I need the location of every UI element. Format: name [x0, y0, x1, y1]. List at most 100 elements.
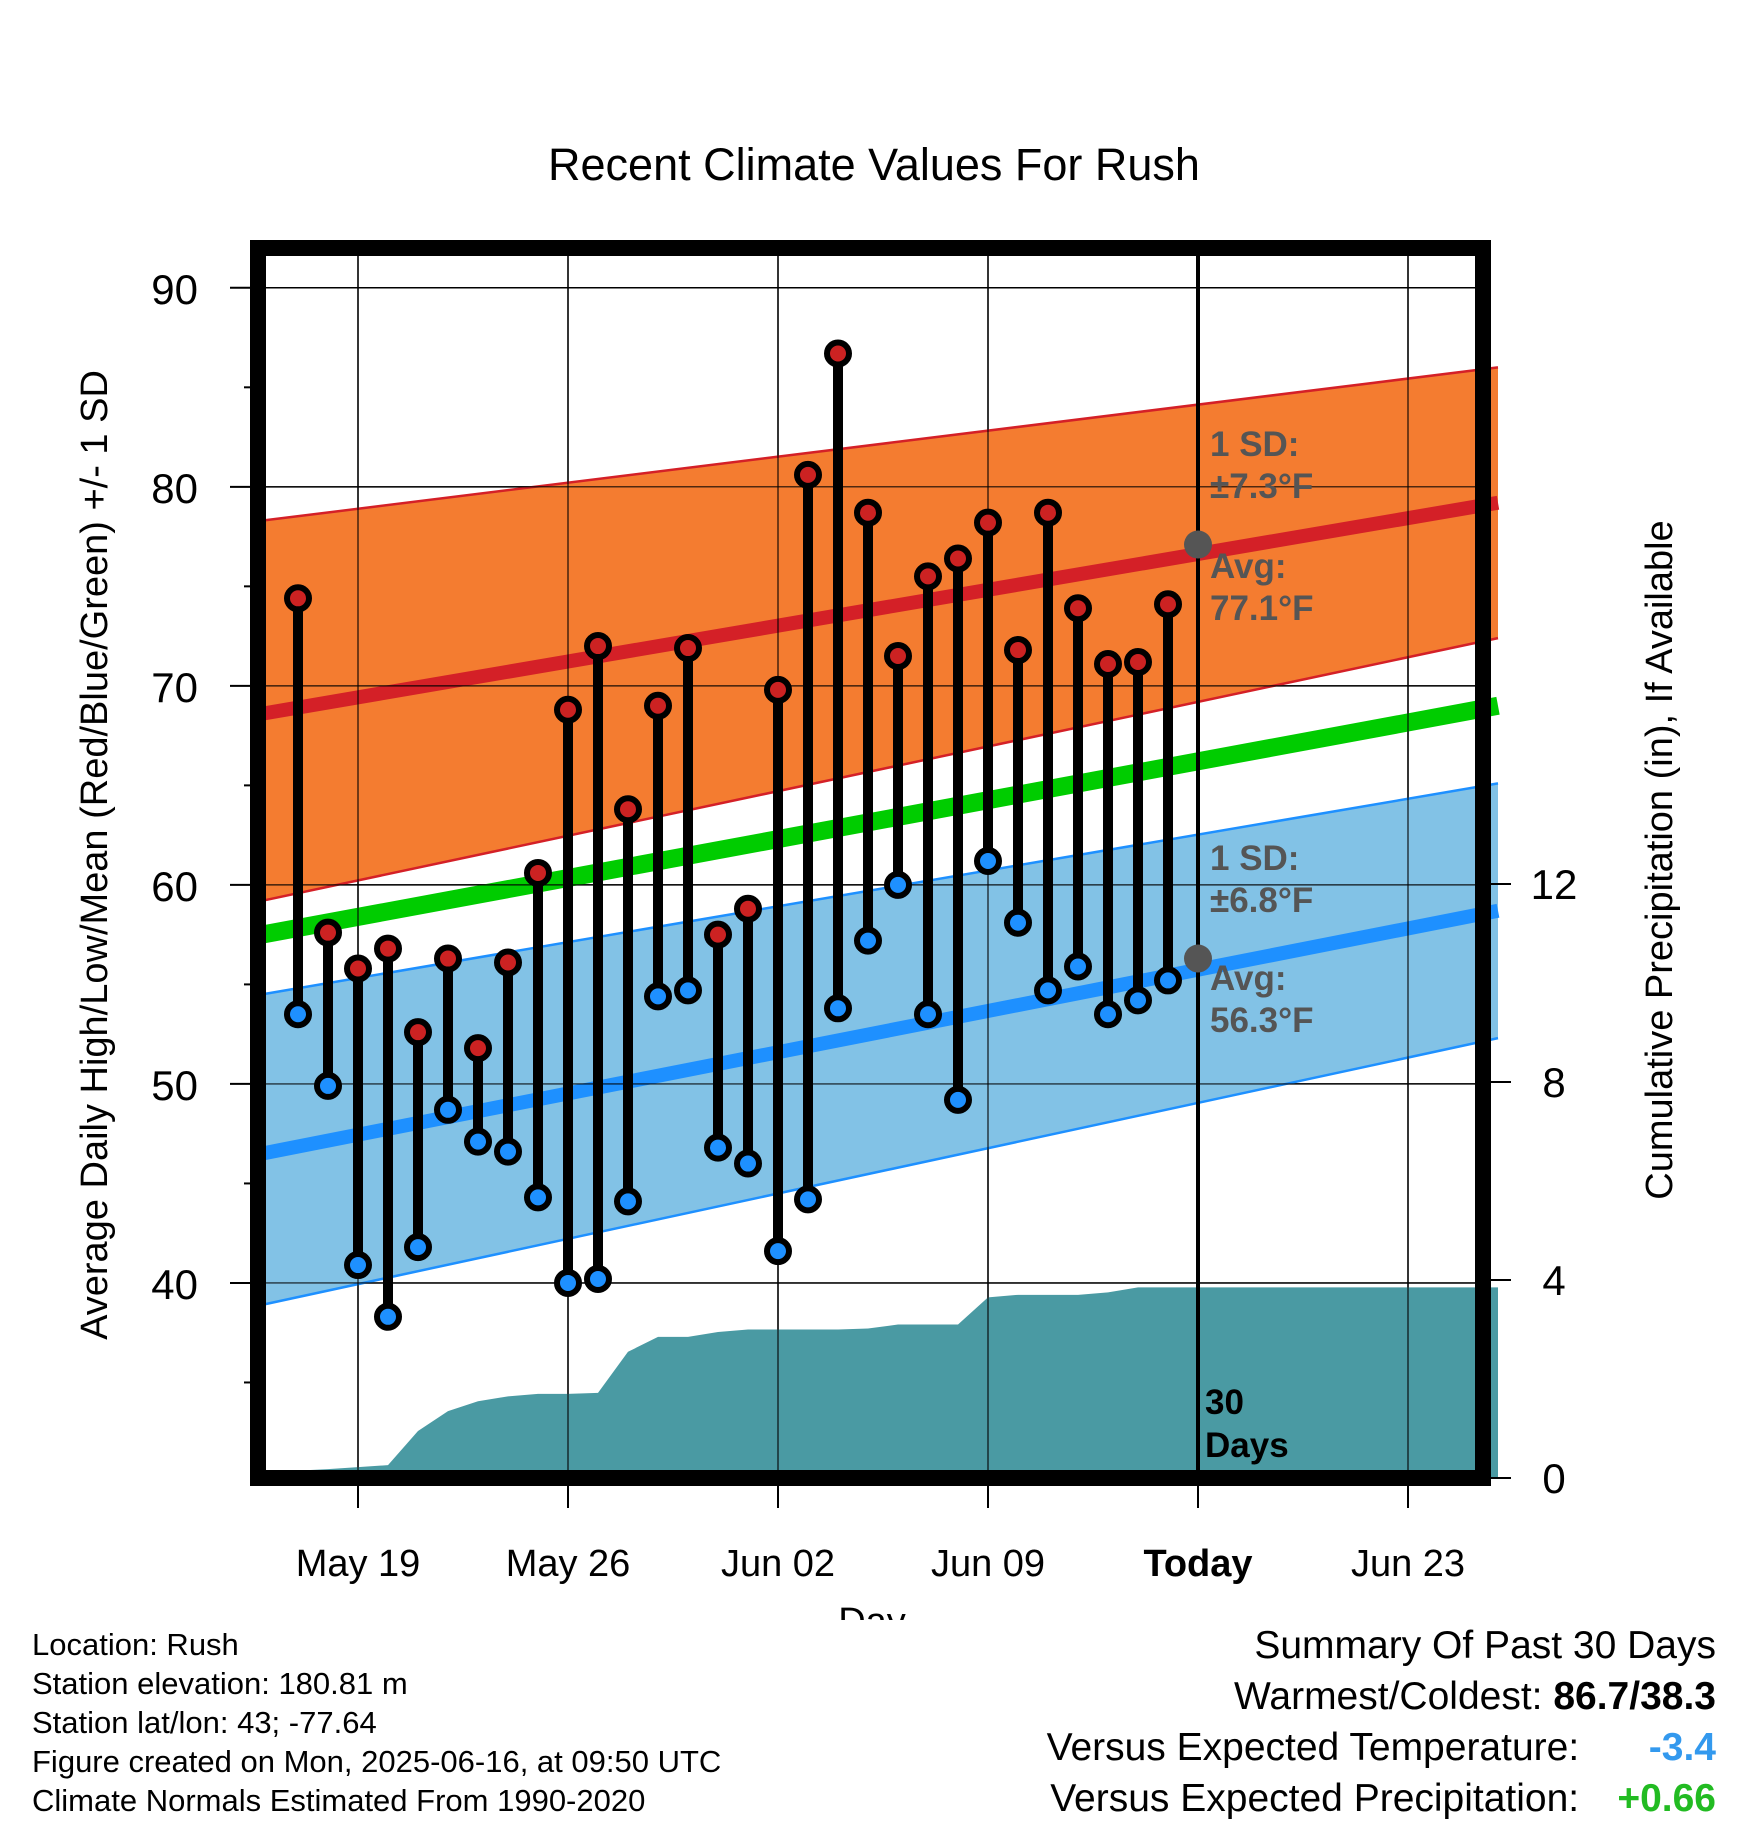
high-point [614, 795, 642, 824]
low-sd-label: 1 SD: [1210, 839, 1299, 878]
high-point [794, 460, 822, 489]
low-point [824, 994, 852, 1023]
warmest-coldest-label: Warmest/Coldest: [1234, 1675, 1543, 1718]
x-tick-label: Today [1143, 1543, 1252, 1585]
summary-panel: Summary Of Past 30 Days Warmest/Coldest:… [1047, 1620, 1716, 1824]
y2-tick-label: 8 [1542, 1059, 1565, 1106]
high-point [1124, 647, 1152, 676]
x-tick-label: Jun 02 [721, 1543, 835, 1585]
low-normal-line [260, 903, 1500, 1161]
warmest-coldest-value: 86.7/38.3 [1553, 1675, 1716, 1718]
high-point [1004, 636, 1032, 665]
high-point [764, 675, 792, 704]
low-avg-value: 56.3°F [1210, 1001, 1314, 1040]
high-point [374, 934, 402, 963]
high-point [584, 632, 612, 661]
high-point [554, 695, 582, 724]
y-tick-label: 60 [151, 863, 198, 910]
normals-text: Climate Normals Estimated From 1990-2020 [32, 1783, 646, 1818]
low-point [794, 1185, 822, 1214]
high-point [434, 944, 462, 973]
high-point [824, 339, 852, 368]
y-tick-label: 70 [151, 664, 198, 711]
high-point [344, 954, 372, 983]
high-point [734, 894, 762, 923]
high-point [284, 584, 312, 613]
low-point [1004, 908, 1032, 937]
station-info: Location: Rush Station elevation: 180.81… [32, 1625, 721, 1820]
high-point [494, 948, 522, 977]
precip-anomaly-label: Versus Expected Precipitation: [1050, 1777, 1580, 1820]
mean-normal-line [260, 696, 1500, 944]
high-point [854, 498, 882, 527]
window-days-number: 30 [1205, 1383, 1244, 1422]
plot-frame [250, 240, 1491, 1486]
x-axis-label: Day [838, 1601, 906, 1620]
high-point [644, 691, 672, 720]
low-point [1124, 986, 1152, 1015]
low-point [284, 1000, 312, 1029]
high-sd-band-lower-edge [261, 636, 1499, 903]
low-point [704, 1133, 732, 1162]
low-point [944, 1085, 972, 1114]
low-point [314, 1071, 342, 1100]
temp-anomaly-label: Versus Expected Temperature: [1046, 1726, 1580, 1769]
low-point [584, 1264, 612, 1293]
created-text: Figure created on Mon, 2025-06-16, at 09… [32, 1744, 722, 1779]
y-tick-label: 50 [151, 1062, 198, 1109]
high-point [884, 642, 912, 671]
low-point [644, 982, 672, 1011]
y2-tick-label: 4 [1542, 1257, 1565, 1304]
high-point [314, 918, 342, 947]
low-point [1094, 1000, 1122, 1029]
low-point [554, 1268, 582, 1297]
low-point [524, 1183, 552, 1212]
elevation-text: Station elevation: 180.81 m [32, 1666, 408, 1701]
low-point [764, 1237, 792, 1266]
high-normal-line [260, 495, 1500, 721]
low-point [884, 870, 912, 899]
low-avg-today-marker [1184, 944, 1212, 973]
summary-heading: Summary Of Past 30 Days [1254, 1624, 1716, 1667]
high-point [1034, 498, 1062, 527]
x-tick-label: May 19 [296, 1543, 421, 1585]
low-point [734, 1149, 762, 1178]
chart-title: Recent Climate Values For Rush [548, 139, 1200, 190]
high-point [1154, 590, 1182, 619]
low-sd-value: ±6.8°F [1210, 881, 1313, 920]
y2-tick-label: 0 [1542, 1455, 1565, 1502]
low-point [434, 1095, 462, 1124]
high-point [704, 920, 732, 949]
x-tick-label: Jun 09 [931, 1543, 1045, 1585]
y2-axis-label: Cumulative Precipitation (in), If Availa… [1639, 520, 1681, 1199]
high-point [464, 1034, 492, 1063]
high-sd-band-upper-edge [261, 366, 1499, 522]
low-point [674, 976, 702, 1005]
temp-anomaly-value: -3.4 [1648, 1726, 1716, 1769]
cumulative-precip-area [268, 1287, 1498, 1478]
low-point [344, 1251, 372, 1280]
high-sd-value: ±7.3°F [1210, 467, 1313, 506]
y2-tick-label: 12 [1531, 861, 1578, 908]
low-point [464, 1127, 492, 1156]
climate-chart: Recent Climate Values For Rush 1 SD:±7.3… [74, 139, 1681, 1620]
window-days-word: Days [1205, 1426, 1289, 1465]
low-point [404, 1233, 432, 1262]
high-point [974, 508, 1002, 537]
y-tick-label: 90 [151, 266, 198, 313]
low-sd-band-lower-edge [261, 1036, 1499, 1307]
high-point [404, 1018, 432, 1047]
low-point [494, 1137, 522, 1166]
high-point [1064, 594, 1092, 623]
high-sd-label: 1 SD: [1210, 425, 1299, 464]
low-point [854, 926, 882, 955]
y-tick-label: 80 [151, 465, 198, 512]
low-point [974, 847, 1002, 876]
low-point [1034, 976, 1062, 1005]
warmest-coldest-row: Warmest/Coldest: 86.7/38.3 [1047, 1671, 1716, 1722]
high-point [1094, 649, 1122, 678]
high-point [524, 858, 552, 887]
low-point [374, 1302, 402, 1331]
low-sd-band-upper-edge [261, 782, 1499, 996]
y-tick-label: 40 [151, 1261, 198, 1308]
